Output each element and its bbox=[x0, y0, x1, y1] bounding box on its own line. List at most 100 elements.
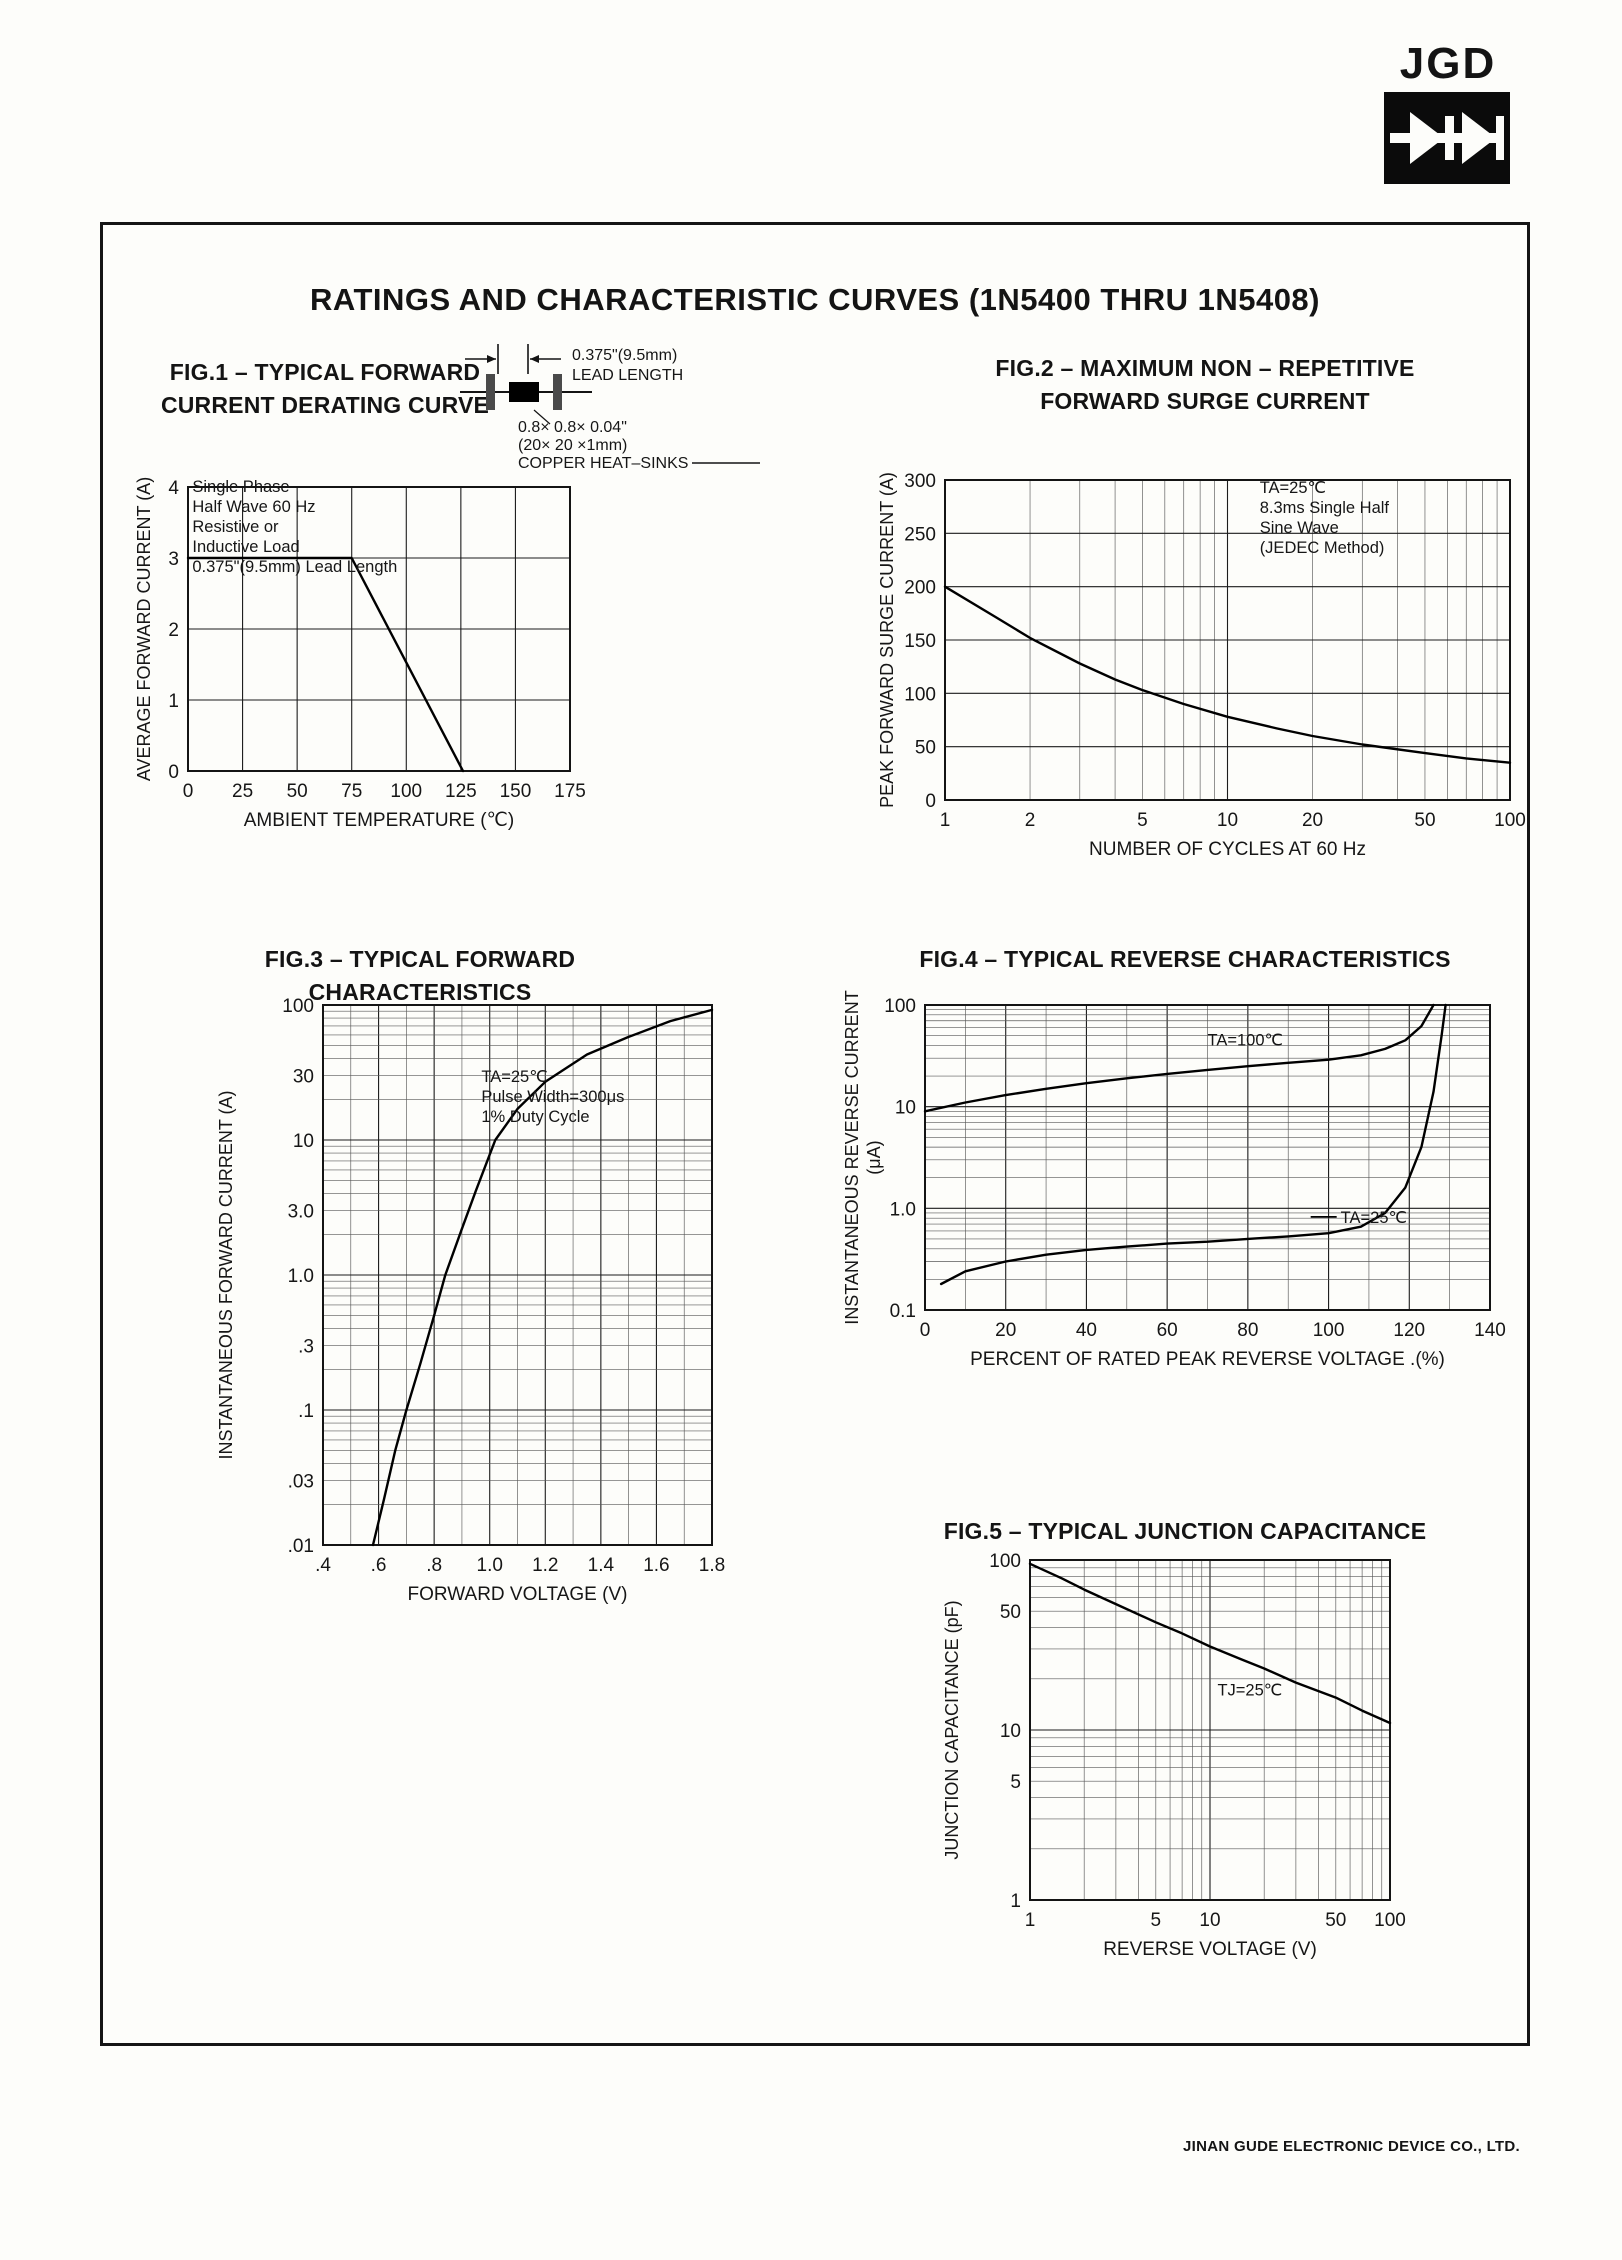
svg-text:AVERAGE FORWARD CURRENT (A): AVERAGE FORWARD CURRENT (A) bbox=[134, 477, 154, 781]
svg-text:10: 10 bbox=[1199, 1910, 1220, 1931]
svg-text:3: 3 bbox=[168, 549, 179, 570]
footer-company: JINAN GUDE ELECTRONIC DEVICE CO., LTD. bbox=[1183, 2138, 1520, 2155]
svg-text:1: 1 bbox=[1025, 1910, 1036, 1931]
svg-text:8.3ms Single Half: 8.3ms Single Half bbox=[1260, 499, 1390, 517]
svg-text:10: 10 bbox=[1000, 1721, 1021, 1742]
svg-text:0: 0 bbox=[925, 791, 936, 812]
svg-text:200: 200 bbox=[904, 578, 936, 599]
svg-text:1: 1 bbox=[1010, 1891, 1021, 1912]
svg-text:100: 100 bbox=[1494, 810, 1526, 831]
svg-text:0: 0 bbox=[168, 762, 179, 783]
svg-text:0.1: 0.1 bbox=[890, 1301, 916, 1322]
svg-text:60: 60 bbox=[1157, 1320, 1178, 1341]
svg-text:NUMBER OF CYCLES AT 60 Hz: NUMBER OF CYCLES AT 60 Hz bbox=[1089, 839, 1366, 860]
svg-text:1.6: 1.6 bbox=[643, 1555, 669, 1576]
svg-text:1.2: 1.2 bbox=[532, 1555, 558, 1576]
svg-text:.8: .8 bbox=[426, 1555, 442, 1576]
svg-text:30: 30 bbox=[293, 1067, 314, 1088]
svg-text:20: 20 bbox=[995, 1320, 1016, 1341]
fig1-title-line2: CURRENT DERATING CURVE bbox=[160, 391, 490, 418]
svg-text:Single Phase: Single Phase bbox=[192, 478, 289, 496]
svg-text:Resistive or: Resistive or bbox=[192, 518, 279, 536]
fig2-title: FIG.2 – MAXIMUM NON – REPETITIVE FORWARD… bbox=[905, 352, 1505, 417]
fig2-chart: 1 2 5 10 20 50 100 0 50 100 150 200 250 300 NUMBER OF … bbox=[855, 330, 1555, 890]
fig1-title-line1: FIG.1 – TYPICAL FORWARD bbox=[169, 359, 481, 385]
svg-text:0.375"(9.5mm) Lead Length: 0.375"(9.5mm) Lead Length bbox=[192, 558, 397, 576]
svg-text:INSTANTANEOUS REVERSE CURRENT: INSTANTANEOUS REVERSE CURRENT bbox=[842, 990, 862, 1324]
fig5-title: FIG.5 – TYPICAL JUNCTION CAPACITANCE bbox=[905, 1515, 1465, 1548]
svg-text:Half Wave 60 Hz: Half Wave 60 Hz bbox=[192, 498, 315, 516]
svg-text:1.8: 1.8 bbox=[699, 1555, 725, 1576]
svg-text:100: 100 bbox=[989, 1551, 1021, 1572]
svg-text:150: 150 bbox=[904, 631, 936, 652]
fig4-chart: 0 20 40 60 80 100 120 140 100 10 1.0 0.1 PERCENT OF … bbox=[830, 990, 1530, 1430]
svg-text:25: 25 bbox=[232, 781, 253, 802]
svg-text:1% Duty Cycle: 1% Duty Cycle bbox=[481, 1108, 589, 1126]
fig2-title-line2: FORWARD SURGE CURRENT bbox=[1040, 387, 1370, 414]
svg-text:5: 5 bbox=[1137, 810, 1148, 831]
svg-text:TA=25℃: TA=25℃ bbox=[1341, 1209, 1407, 1227]
svg-text:TA=25℃: TA=25℃ bbox=[481, 1068, 547, 1086]
svg-text:(μA): (μA) bbox=[864, 1140, 884, 1174]
page-title: RATINGS AND CHARACTERISTIC CURVES (1N540… bbox=[310, 282, 1320, 317]
svg-text:125: 125 bbox=[445, 781, 477, 802]
svg-text:TJ=25℃: TJ=25℃ bbox=[1217, 1681, 1282, 1699]
svg-text:FORWARD VOLTAGE (V): FORWARD VOLTAGE (V) bbox=[408, 1584, 628, 1605]
svg-text:Sine Wave: Sine Wave bbox=[1260, 519, 1339, 537]
content-frame bbox=[100, 222, 1530, 2046]
svg-text:INSTANTANEOUS FORWARD CURRENT: INSTANTANEOUS FORWARD CURRENT (A) bbox=[216, 1090, 236, 1459]
brand-logo-text: JGD bbox=[1399, 39, 1497, 88]
svg-text:.1: .1 bbox=[298, 1401, 314, 1422]
fig2-title-line1: FIG.2 – MAXIMUM NON – REPETITIVE bbox=[995, 355, 1415, 381]
fig5-title-line1: FIG.5 – TYPICAL JUNCTION CAPACITANCE bbox=[943, 1518, 1427, 1544]
svg-text:1.0: 1.0 bbox=[890, 1199, 916, 1220]
svg-text:Pulse Width=300μs: Pulse Width=300μs bbox=[481, 1088, 624, 1106]
svg-text:0: 0 bbox=[183, 781, 194, 802]
svg-text:100: 100 bbox=[282, 996, 314, 1017]
svg-text:(20× 20 ×1mm): (20× 20 ×1mm) bbox=[518, 437, 627, 454]
svg-text:REVERSE VOLTAGE (V): REVERSE VOLTAGE (V) bbox=[1103, 1939, 1317, 1960]
svg-text:0.8× 0.8× 0.04": 0.8× 0.8× 0.04" bbox=[518, 419, 627, 436]
svg-text:0: 0 bbox=[920, 1320, 931, 1341]
svg-text:LEAD LENGTH: LEAD LENGTH bbox=[572, 367, 683, 384]
svg-text:2: 2 bbox=[1025, 810, 1036, 831]
svg-text:40: 40 bbox=[1076, 1320, 1097, 1341]
svg-text:3.0: 3.0 bbox=[288, 1202, 314, 1223]
svg-text:5: 5 bbox=[1010, 1772, 1021, 1793]
svg-text:AMBIENT TEMPERATURE (℃): AMBIENT TEMPERATURE (℃) bbox=[244, 810, 514, 831]
svg-text:150: 150 bbox=[500, 781, 532, 802]
fig5-chart: 1 5 10 50 100 100 50 10 5 1 REVERSE VOLTAGE (V) JUN… bbox=[920, 1545, 1480, 1985]
svg-text:COPPER HEAT–SINKS: COPPER HEAT–SINKS bbox=[518, 455, 688, 472]
svg-text:.3: .3 bbox=[298, 1337, 314, 1358]
svg-text:50: 50 bbox=[287, 781, 308, 802]
svg-text:50: 50 bbox=[1325, 1910, 1346, 1931]
fig1-title: FIG.1 – TYPICAL FORWARD CURRENT DERATING… bbox=[155, 356, 495, 421]
svg-text:TA=100℃: TA=100℃ bbox=[1208, 1031, 1284, 1049]
svg-text:10: 10 bbox=[293, 1131, 314, 1152]
svg-text:100: 100 bbox=[884, 996, 916, 1017]
svg-text:0.375"(9.5mm): 0.375"(9.5mm) bbox=[572, 347, 677, 364]
svg-text:100: 100 bbox=[390, 781, 422, 802]
fig3-chart: .4 .6 .8 1.0 1.2 1.4 1.6 1.8 100 30 10 3.0 1.0 .3 .1 .0… bbox=[200, 990, 820, 1670]
svg-text:175: 175 bbox=[554, 781, 586, 802]
svg-text:50: 50 bbox=[1000, 1602, 1021, 1623]
svg-text:300: 300 bbox=[904, 471, 936, 492]
diode-symbol-icon bbox=[1384, 92, 1510, 185]
svg-text:1: 1 bbox=[168, 691, 179, 712]
fig4-title: FIG.4 – TYPICAL REVERSE CHARACTERISTICS bbox=[905, 943, 1465, 976]
svg-text:80: 80 bbox=[1237, 1320, 1258, 1341]
svg-text:Inductive Load: Inductive Load bbox=[192, 538, 299, 556]
svg-text:1.4: 1.4 bbox=[588, 1555, 615, 1576]
svg-text:TA=25℃: TA=25℃ bbox=[1260, 479, 1326, 497]
svg-text:75: 75 bbox=[341, 781, 362, 802]
svg-text:1: 1 bbox=[940, 810, 951, 831]
fig3-title: FIG.3 – TYPICAL FORWARD CHARACTERISTICS bbox=[160, 943, 680, 1008]
svg-text:PEAK FORWARD SURGE CURRENT (A): PEAK FORWARD SURGE CURRENT (A) bbox=[877, 472, 897, 808]
fig1-chart: 0 25 50 75 100 125 150 175 0 1 2 3 4 AMBIENT TEMPERAT… bbox=[120, 330, 820, 890]
svg-text:50: 50 bbox=[1414, 810, 1435, 831]
svg-text:.01: .01 bbox=[288, 1536, 314, 1557]
svg-text:120: 120 bbox=[1393, 1320, 1425, 1341]
fig3-title-line1: FIG.3 – TYPICAL FORWARD CHARACTERISTICS bbox=[264, 946, 576, 1005]
svg-text:1.0: 1.0 bbox=[288, 1266, 314, 1287]
